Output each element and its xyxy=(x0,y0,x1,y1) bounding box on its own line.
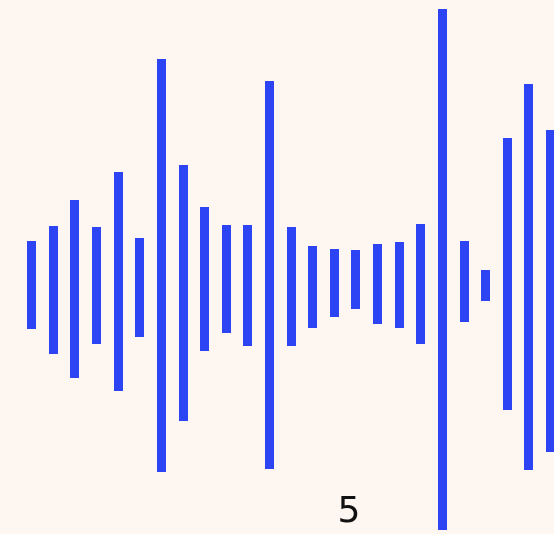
waveform-bar-6 xyxy=(135,238,144,337)
waveform-bar-12 xyxy=(265,81,274,469)
waveform-bar-11 xyxy=(243,225,252,346)
waveform-bar-5 xyxy=(114,172,123,391)
waveform-bar-20 xyxy=(438,9,447,530)
waveform-bar-19 xyxy=(416,224,425,344)
waveform-bar-22 xyxy=(481,270,490,301)
waveform-bar-16 xyxy=(351,250,360,309)
waveform-bar-25 xyxy=(546,130,554,452)
waveform-bar-2 xyxy=(49,226,58,354)
waveform-bar-8 xyxy=(179,165,188,421)
waveform-bar-24 xyxy=(524,84,533,470)
waveform-bar-17 xyxy=(373,244,382,324)
number-label: 5 xyxy=(337,490,361,531)
waveform-bar-18 xyxy=(395,242,404,328)
waveform-bar-14 xyxy=(308,246,317,328)
waveform-bar-3 xyxy=(70,200,79,378)
waveform-bar-7 xyxy=(157,59,166,472)
waveform-bar-4 xyxy=(92,227,101,344)
waveform-bar-21 xyxy=(460,241,469,322)
waveform-bar-1 xyxy=(27,241,36,329)
waveform-bar-9 xyxy=(200,207,209,351)
waveform-bar-23 xyxy=(503,138,512,410)
waveform-bar-10 xyxy=(222,225,231,333)
waveform-bar-13 xyxy=(287,227,296,346)
waveform-bar-15 xyxy=(330,249,339,317)
